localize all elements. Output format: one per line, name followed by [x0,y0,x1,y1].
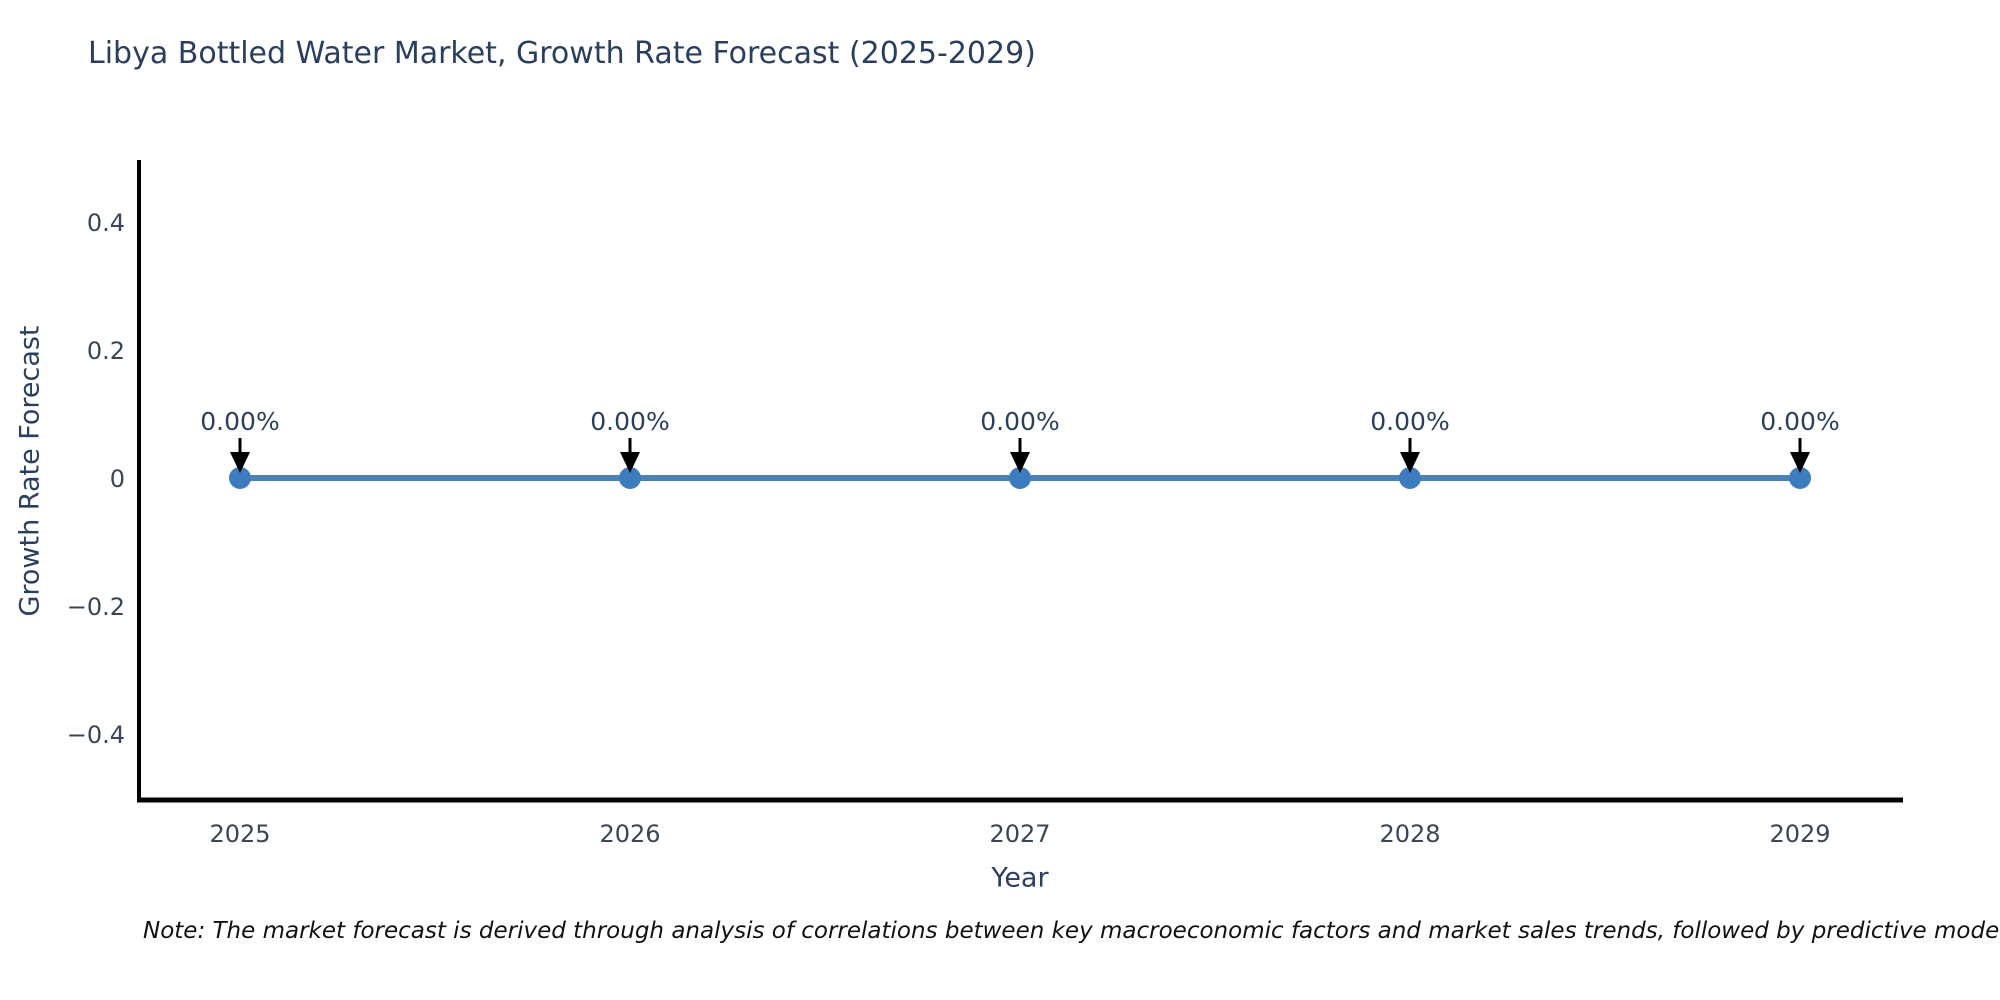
x-tick-label: 2028 [1379,820,1440,848]
y-tick-label: −0.4 [67,721,125,749]
data-point-marker [1789,467,1811,489]
annotation-arrowhead [1010,452,1030,473]
x-tick-label: 2027 [989,820,1050,848]
annotation-arrowhead [620,452,640,473]
point-label: 0.00% [1370,407,1449,436]
annotation-arrowhead [1400,452,1420,473]
data-point-marker [1399,467,1421,489]
x-axis-title: Year [991,862,1049,894]
data-point-marker [1009,467,1031,489]
x-tick-label: 2029 [1769,820,1830,848]
x-tick-label: 2025 [209,820,270,848]
data-point-marker [229,467,251,489]
y-tick-label: 0.2 [87,337,125,365]
footnote: Note: The market forecast is derived thr… [143,918,2000,944]
point-label: 0.00% [980,407,1059,436]
annotation-arrowhead [1790,452,1810,473]
chart-title: Libya Bottled Water Market, Growth Rate … [88,36,1036,71]
y-tick-label: 0.4 [87,209,125,237]
x-tick-label: 2026 [599,820,660,848]
y-tick-label: −0.2 [67,593,125,621]
y-tick-label: 0 [110,465,125,493]
annotation-arrowhead [230,452,250,473]
data-point-marker [619,467,641,489]
point-label: 0.00% [1760,407,1839,436]
point-label: 0.00% [590,407,669,436]
point-label: 0.00% [200,407,279,436]
